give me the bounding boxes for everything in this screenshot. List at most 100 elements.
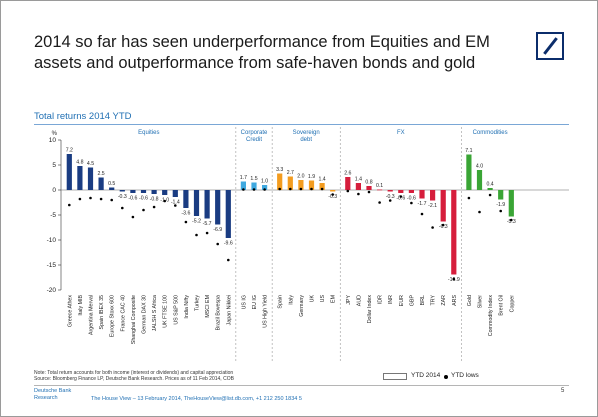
data-label: 4.8 — [76, 160, 83, 166]
ytd-low-dot — [378, 201, 381, 204]
ytd-low-dot — [289, 187, 292, 191]
group-title-line1: Sovereign — [293, 130, 320, 136]
bar — [130, 190, 136, 193]
data-label: -0.3 — [386, 194, 395, 200]
data-label: 1.0 — [261, 179, 268, 185]
ytd-low-dot — [89, 196, 92, 200]
group-title: Equities — [138, 130, 159, 136]
ytd-low-dot — [420, 212, 424, 216]
ytd-low-dot — [205, 231, 209, 235]
category-label: Brent Oil — [499, 295, 505, 316]
y-tick-label: 5 — [52, 162, 56, 169]
ytd-low-dot — [78, 197, 82, 201]
data-label: 7.2 — [66, 148, 73, 154]
bar — [287, 176, 293, 190]
bar — [366, 186, 372, 190]
bar — [277, 173, 283, 190]
y-tick-label: -10 — [47, 237, 57, 244]
data-label: 1.5 — [250, 176, 257, 182]
category-label: Turkey — [195, 295, 201, 311]
ytd-low-dot — [278, 187, 282, 191]
data-label: 4.5 — [87, 161, 94, 167]
data-label: -1.9 — [496, 202, 505, 208]
data-label: -5.3 — [507, 219, 516, 225]
ytd-low-dot — [131, 215, 135, 219]
y-tick-label: 10 — [49, 137, 57, 144]
category-label: Italy — [288, 295, 294, 305]
category-label: ARS — [452, 295, 458, 306]
category-label: Gold — [467, 295, 473, 306]
data-label: 2.0 — [297, 174, 304, 180]
data-label: -9.6 — [224, 241, 233, 247]
bar — [476, 170, 483, 190]
bar — [355, 183, 361, 190]
ytd-low-dot — [410, 201, 413, 205]
data-label: -5.2 — [192, 219, 201, 225]
category-label: JALSH S Africa — [152, 295, 158, 331]
data-label: 1.4 — [318, 177, 325, 183]
footer-brand: Deutsche Bank Research — [34, 388, 71, 401]
legend-label-lows: YTD lows — [451, 372, 479, 379]
category-label: EM — [331, 295, 337, 303]
category-label: Germany — [299, 295, 305, 317]
category-label: Brazil Bovespa — [216, 295, 222, 330]
bar — [140, 190, 147, 193]
data-label: 0.1 — [376, 183, 383, 189]
category-label: Italy MIB — [78, 295, 84, 316]
ytd-low-dot — [499, 209, 503, 213]
y-tick-label: -15 — [47, 262, 57, 269]
bar — [251, 182, 257, 190]
bar — [440, 190, 446, 222]
bar — [419, 190, 425, 199]
group-title-line2: debt — [300, 137, 312, 143]
source-line: Source: Bloomberg Finance LP, Deutsche B… — [34, 376, 234, 382]
bar — [430, 190, 436, 201]
category-label: INR — [388, 295, 394, 304]
ytd-low-dot — [263, 188, 266, 191]
data-label: 1.9 — [308, 174, 315, 180]
footer-rule — [34, 385, 569, 386]
bar — [262, 185, 268, 190]
bar — [215, 190, 221, 225]
data-label: -0.6 — [128, 196, 137, 202]
category-label: EU IG — [252, 295, 258, 309]
data-label: 2.5 — [97, 171, 104, 177]
data-label: 1.7 — [240, 175, 247, 181]
category-label: Spain — [278, 295, 284, 309]
category-label: US S&P 500 — [173, 295, 179, 325]
category-label: Europe Stoxx 600 — [110, 295, 116, 337]
category-label: Copper — [509, 295, 515, 313]
category-label: ZAR — [441, 295, 447, 306]
bar — [193, 190, 200, 216]
bar — [487, 188, 493, 190]
ytd-low-dot — [252, 188, 256, 191]
ytd-low-dot — [367, 190, 371, 194]
data-label: -0.3 — [118, 194, 127, 200]
category-label: JPY — [346, 295, 352, 305]
bar — [225, 190, 231, 238]
category-label: Argentina Merval — [89, 295, 95, 335]
y-tick-label: 0 — [52, 187, 56, 194]
category-label: US High Yield — [263, 295, 269, 328]
ytd-low-dot — [388, 199, 392, 202]
category-label: US — [320, 295, 326, 303]
ytd-low-dot — [357, 192, 360, 196]
category-label: UK — [310, 295, 316, 303]
category-label: BRL — [420, 295, 426, 305]
data-label: 2.7 — [287, 170, 294, 176]
footer-brand-unit: Research — [34, 394, 58, 401]
data-label: 4.0 — [476, 164, 483, 170]
slide-title: 2014 so far has seen underperformance fr… — [34, 33, 490, 72]
data-label: -3.6 — [181, 211, 190, 217]
y-tick-label: -20 — [47, 287, 57, 294]
category-label: UK FTSE 100 — [163, 295, 169, 328]
category-label: IDR — [378, 295, 384, 304]
legend-swatch-lows — [444, 375, 448, 379]
data-label: 1.4 — [355, 177, 362, 183]
bar — [119, 190, 125, 192]
bar — [345, 177, 351, 190]
bar — [408, 190, 414, 193]
bar — [308, 180, 315, 190]
bar — [240, 181, 246, 190]
